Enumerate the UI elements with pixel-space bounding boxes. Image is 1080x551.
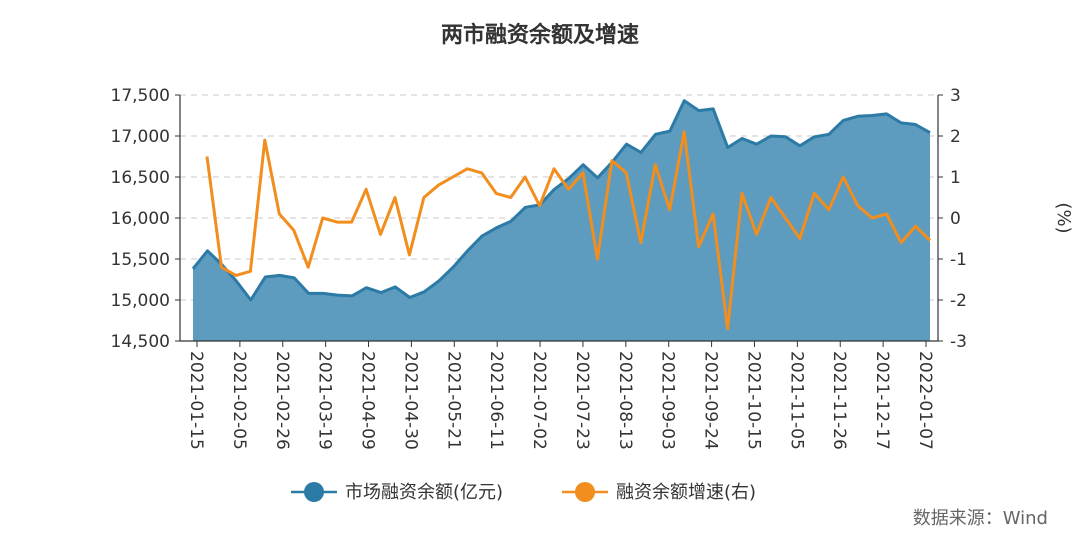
x-tick-label: 2021-09-24 bbox=[701, 351, 721, 450]
balance-series-line bbox=[191, 99, 931, 302]
balance-area bbox=[191, 99, 931, 341]
balance-area-fill bbox=[193, 100, 930, 341]
x-tick-label: 2021-01-15 bbox=[186, 351, 206, 450]
legend-marker bbox=[575, 482, 595, 502]
x-tick-label: 2021-06-11 bbox=[486, 351, 506, 450]
right-y-tick-label: -3 bbox=[950, 332, 967, 352]
x-tick-label: 2021-05-21 bbox=[443, 351, 463, 450]
growth-series-line bbox=[205, 130, 932, 331]
x-tick-label: 2021-12-17 bbox=[872, 351, 892, 450]
right-y-tick-label: -2 bbox=[950, 291, 967, 311]
legend-item-balance: 市场融资余额(亿元) bbox=[291, 482, 503, 503]
right-y-tick-label: 0 bbox=[950, 209, 961, 229]
right-y-tick-label: -1 bbox=[950, 250, 967, 270]
left-y-tick-label: 15,500 bbox=[111, 250, 170, 270]
axes: 14,500 15,000 15,500 16,000 16,500 17,000 17,5… bbox=[111, 86, 967, 450]
growth-line-layer bbox=[205, 130, 932, 331]
legend-label: 市场融资余额(亿元) bbox=[345, 482, 503, 503]
x-tick-label: 2021-04-09 bbox=[358, 351, 378, 450]
x-tick-label: 2021-09-03 bbox=[658, 351, 678, 450]
x-tick-label: 2021-07-02 bbox=[529, 351, 549, 450]
right-y-tick-label: 3 bbox=[950, 86, 961, 106]
chart-title: 两市融资余额及增速 bbox=[441, 22, 639, 48]
legend: 市场融资余额(亿元) 融资余额增速(右) bbox=[291, 482, 756, 503]
left-y-tick-label: 16,000 bbox=[111, 209, 170, 229]
left-y-tick-label: 17,500 bbox=[111, 86, 170, 106]
x-tick-label: 2021-03-19 bbox=[315, 351, 335, 450]
x-tick-label: 2021-08-13 bbox=[615, 351, 635, 450]
right-axis-unit-label: (%) bbox=[1053, 202, 1074, 233]
right-y-tick-label: 2 bbox=[950, 127, 961, 147]
left-y-tick-label: 15,000 bbox=[111, 291, 170, 311]
x-tick-label: 2021-07-23 bbox=[572, 351, 592, 450]
legend-label: 融资余额增速(右) bbox=[616, 482, 756, 503]
legend-marker bbox=[304, 482, 324, 502]
x-tick-label: 2021-02-05 bbox=[229, 351, 249, 450]
source-note: 数据来源：Wind bbox=[913, 508, 1048, 529]
legend-item-growth: 融资余额增速(右) bbox=[562, 482, 756, 503]
x-tick-label: 2021-11-05 bbox=[786, 351, 806, 450]
left-y-tick-label: 17,000 bbox=[111, 127, 170, 147]
right-y-tick-label: 1 bbox=[950, 168, 961, 188]
x-tick-label: 2022-01-07 bbox=[915, 351, 935, 450]
left-y-tick-label: 14,500 bbox=[111, 332, 170, 352]
x-tick-label: 2021-04-30 bbox=[400, 351, 420, 450]
left-y-tick-label: 16,500 bbox=[111, 168, 170, 188]
x-tick-label: 2021-02-26 bbox=[272, 351, 292, 450]
x-tick-label: 2021-11-26 bbox=[829, 351, 849, 450]
x-tick-label: 2021-10-15 bbox=[743, 351, 763, 450]
